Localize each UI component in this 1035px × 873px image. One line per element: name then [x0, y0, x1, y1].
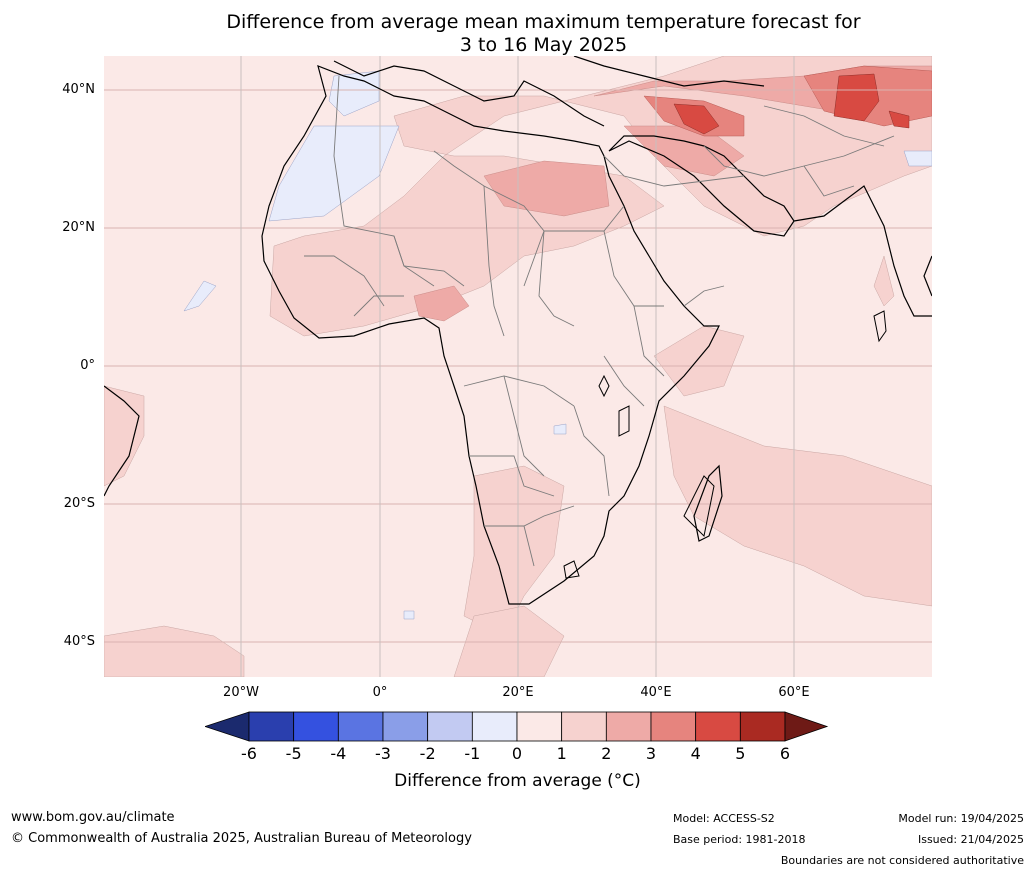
- footer-issued: Issued: 21/04/2025: [917, 833, 1024, 846]
- colorbar-tick-label: -2: [419, 744, 436, 763]
- colorbar-segment: [516, 711, 563, 742]
- lat-label-20s: 20°S: [63, 496, 95, 511]
- colorbar: [205, 711, 829, 742]
- colorbar-tick-label: -3: [375, 744, 391, 763]
- temperature-anomaly-map: [104, 56, 932, 677]
- colorbar-segment: [561, 711, 607, 742]
- colorbar-segment: [337, 711, 384, 742]
- colorbar-segment: [427, 711, 473, 742]
- lat-label-40n: 40°N: [62, 82, 95, 97]
- country-borders: [304, 75, 895, 567]
- lon-label-0: 0°: [372, 685, 388, 700]
- colorbar-tick-label: -6: [241, 744, 257, 763]
- footer-model: Model: ACCESS-S2: [673, 812, 775, 825]
- colorbar-segment: [605, 711, 652, 742]
- colorbar-segment: [695, 711, 741, 742]
- footer-copyright: © Commonwealth of Australia 2025, Austra…: [11, 831, 472, 846]
- colorbar-extend-high: [784, 711, 829, 742]
- coastline: [104, 56, 932, 605]
- map-title-line2: 3 to 16 May 2025: [459, 34, 628, 56]
- footer-url: www.bom.gov.au/climate: [11, 810, 175, 825]
- colorbar-segment: [248, 711, 295, 742]
- colorbar-tick-label: 3: [645, 744, 657, 763]
- colorbar-segment: [471, 711, 518, 742]
- lon-label-20w: 20°W: [223, 685, 259, 700]
- anomaly-4-to-5-regions: [673, 73, 910, 135]
- colorbar-tick-label: 5: [735, 744, 746, 763]
- colorbar-tick-label: 0: [511, 744, 523, 763]
- lat-label-40s: 40°S: [63, 634, 95, 649]
- colorbar-segment: [382, 711, 429, 742]
- colorbar-label: Difference from average (°C): [394, 771, 641, 791]
- colorbar-segment: [739, 711, 786, 742]
- islands: [563, 310, 887, 579]
- graticule: [104, 56, 932, 677]
- colorbar-tick-label: 1: [556, 744, 567, 763]
- lat-label-0: 0°: [80, 358, 95, 373]
- colorbar-tick-label: -5: [285, 744, 302, 763]
- colorbar-extend-low: [205, 711, 250, 742]
- colorbar-tick-label: -1: [464, 744, 481, 763]
- footer-model-run: Model run: 19/04/2025: [898, 812, 1024, 825]
- lon-label-20e: 20°E: [502, 685, 534, 700]
- colorbar-tick-label: -4: [330, 744, 347, 763]
- footer-base-period: Base period: 1981-2018: [673, 833, 806, 846]
- map-title-line1: Difference from average mean maximum tem…: [226, 11, 861, 33]
- lon-label-60e: 60°E: [778, 685, 810, 700]
- colorbar-segment: [650, 711, 697, 742]
- colorbar-tick-label: 6: [779, 744, 791, 763]
- colorbar-tick-label: 4: [690, 744, 701, 763]
- lat-label-20n: 20°N: [62, 220, 95, 235]
- colorbar-segment: [293, 711, 339, 742]
- lon-label-40e: 40°E: [640, 685, 672, 700]
- colorbar-tick-label: 2: [601, 744, 612, 763]
- footer-disclaimer: Boundaries are not considered authoritat…: [780, 854, 1024, 867]
